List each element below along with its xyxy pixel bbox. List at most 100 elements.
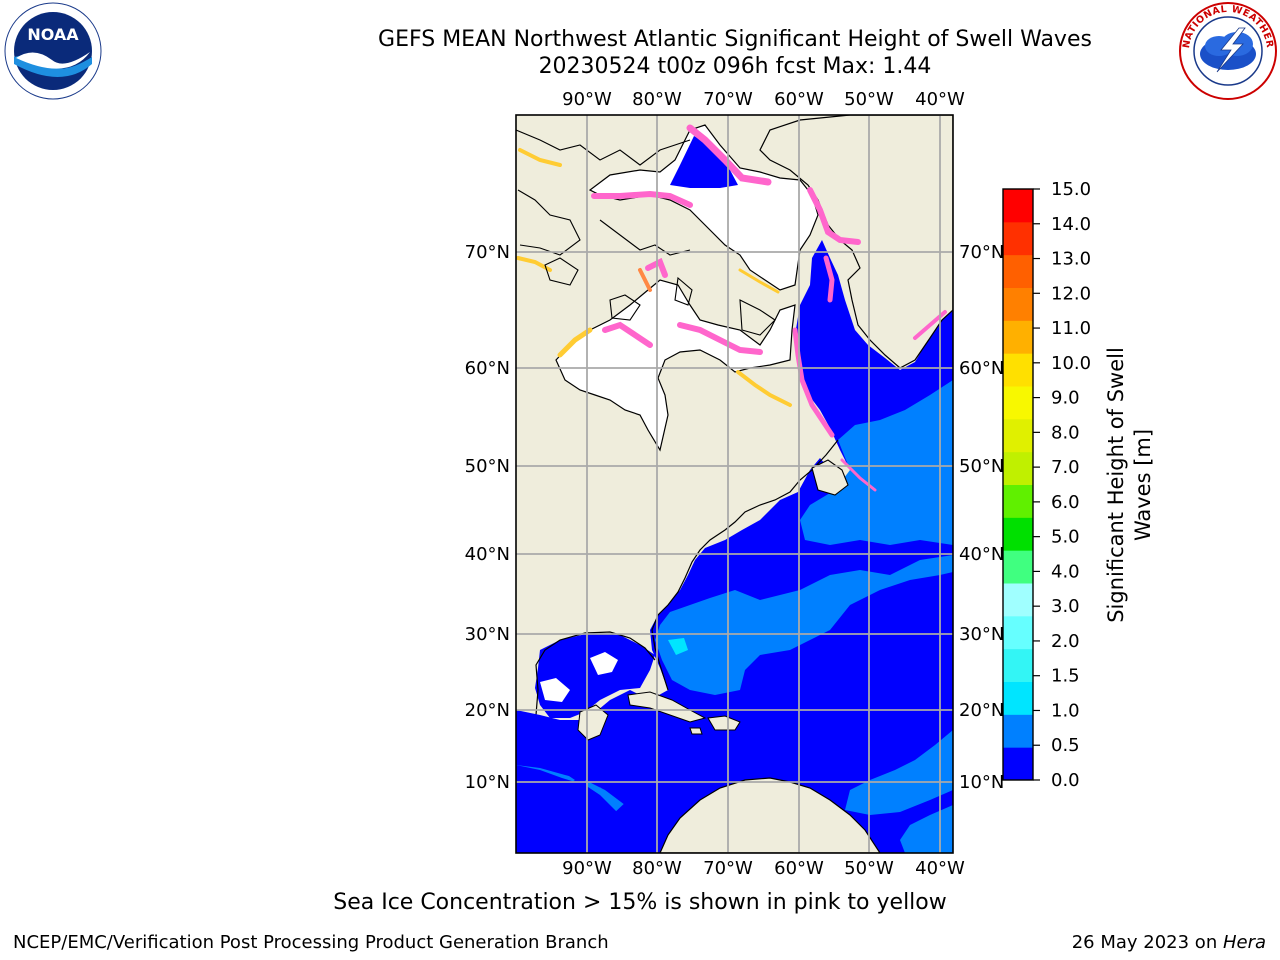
footer-branch: NCEP/EMC/Verification Post Processing Pr… bbox=[13, 932, 609, 953]
sea-ice-note: Sea Ice Concentration > 15% is shown in … bbox=[333, 890, 947, 915]
colorbar-segment bbox=[1003, 418, 1033, 453]
noaa-logo-text: NOAA bbox=[27, 25, 79, 44]
arctic-islands bbox=[516, 129, 776, 336]
lon-label-bottom-60w: 60°W bbox=[774, 858, 824, 879]
lon-label-top-40w: 40°W bbox=[915, 89, 965, 110]
colorbar-tick-label: 11.0 bbox=[1051, 318, 1091, 339]
colorbar-tick-label: 2.0 bbox=[1051, 631, 1080, 652]
lon-label-bottom-40w: 40°W bbox=[915, 858, 965, 879]
colorbar-tick-label: 1.5 bbox=[1051, 666, 1080, 687]
colorbar-tick-label: 0.5 bbox=[1051, 735, 1080, 756]
chart-subtitle: 20230524 t00z 096h fcst Max: 1.44 bbox=[538, 54, 932, 79]
footer-machine: Hera bbox=[1222, 932, 1266, 953]
central-america bbox=[516, 710, 665, 830]
colorbar-tick-label: 0.0 bbox=[1051, 770, 1080, 791]
lat-label-left-60n: 60°N bbox=[465, 358, 510, 379]
lon-label-top-50w: 50°W bbox=[844, 89, 894, 110]
lat-label-right-50n: 50°N bbox=[959, 456, 1004, 477]
lon-label-top-60w: 60°W bbox=[774, 89, 824, 110]
lon-label-bottom-70w: 70°W bbox=[703, 858, 753, 879]
colorbar-segment bbox=[1003, 320, 1033, 354]
colorbar-segment bbox=[1003, 615, 1033, 650]
colorbar-label-line1: Significant Height of Swell bbox=[1104, 347, 1128, 623]
lat-label-left-30n: 30°N bbox=[465, 624, 510, 645]
colorbar-tick-label: 7.0 bbox=[1051, 457, 1080, 478]
colorbar-tick-label: 1.0 bbox=[1051, 700, 1080, 721]
gulf-coast-outline bbox=[529, 631, 656, 736]
nws-logo: NATIONAL WEATHER SERVICE bbox=[1177, 2, 1277, 100]
lat-label-left-10n: 10°N bbox=[465, 772, 510, 793]
map-frame bbox=[515, 114, 954, 854]
atlantic-ocean bbox=[516, 240, 953, 853]
colorbar-tick-label: 3.0 bbox=[1051, 596, 1080, 617]
lon-label-top-90w: 90°W bbox=[562, 89, 612, 110]
swell-zone-south bbox=[845, 730, 953, 815]
jamaica bbox=[689, 727, 703, 735]
colorbar-tick-label: 12.0 bbox=[1051, 283, 1091, 304]
colorbar-segment bbox=[1003, 714, 1033, 748]
colorbar-segment bbox=[1003, 254, 1033, 288]
colorbar-segment bbox=[1003, 386, 1033, 420]
colorbar-segment bbox=[1003, 583, 1033, 617]
lon-label-bottom-90w: 90°W bbox=[562, 858, 612, 879]
colorbar-tick-label: 8.0 bbox=[1051, 422, 1080, 443]
lon-label-bottom-50w: 50°W bbox=[844, 858, 894, 879]
colorbar-segment bbox=[1003, 484, 1033, 518]
lon-label-bottom-80w: 80°W bbox=[632, 858, 682, 879]
colorbar-segment bbox=[1003, 287, 1033, 321]
swell-zone-north bbox=[800, 380, 953, 545]
colorbar-tick-label: 9.0 bbox=[1051, 388, 1080, 409]
gulf-white-patch bbox=[590, 652, 618, 675]
colorbar-tick-label: 6.0 bbox=[1051, 492, 1080, 513]
footer-date: 26 May 2023 on Hera bbox=[1072, 932, 1266, 953]
colorbar-tick-label: 5.0 bbox=[1051, 527, 1080, 548]
lon-label-top-80w: 80°W bbox=[632, 89, 682, 110]
cuba bbox=[627, 691, 707, 723]
newfoundland bbox=[811, 459, 849, 496]
colorbar-frame bbox=[1002, 188, 1034, 781]
colorbar-segment bbox=[1003, 189, 1033, 223]
central-america-land bbox=[516, 765, 655, 853]
lat-label-right-30n: 30°N bbox=[959, 624, 1004, 645]
swell-spot-cyan bbox=[668, 638, 688, 655]
hispaniola bbox=[707, 715, 741, 731]
colorbar-segment bbox=[1003, 550, 1033, 584]
baffin-bay bbox=[588, 124, 819, 291]
colorbar-segment bbox=[1003, 353, 1033, 387]
gulf-white-patch-2 bbox=[540, 678, 570, 702]
yucatan bbox=[577, 704, 609, 741]
footer-date-text: 26 May 2023 on bbox=[1071, 932, 1223, 953]
colorbar-segment bbox=[1003, 451, 1033, 485]
colorbar: 0.0 0.5 1.0 1.5 2.0 3.0 4.0 5.0 6.0 7.0 8.0 9.0 10.0… bbox=[1002, 179, 1091, 791]
colorbar-segment bbox=[1003, 681, 1033, 715]
lat-label-right-10n: 10°N bbox=[959, 772, 1004, 793]
ice-blue-pocket bbox=[670, 136, 738, 188]
colorbar-tick-label: 14.0 bbox=[1051, 214, 1091, 235]
south-america bbox=[659, 777, 881, 853]
lat-label-left-70n: 70°N bbox=[465, 242, 510, 263]
colorbar-tick-label: 15.0 bbox=[1051, 179, 1091, 200]
colorbar-tick-label: 4.0 bbox=[1051, 561, 1080, 582]
hudson-bay bbox=[555, 279, 796, 452]
lon-label-top-70w: 70°W bbox=[703, 89, 753, 110]
colorbar-segment bbox=[1003, 221, 1033, 256]
noaa-logo: NOAA bbox=[4, 2, 102, 100]
colorbar-tick-label: 10.0 bbox=[1051, 353, 1091, 374]
lat-label-right-60n: 60°N bbox=[959, 358, 1004, 379]
lat-label-left-20n: 20°N bbox=[465, 700, 510, 721]
colorbar-segment bbox=[1003, 648, 1033, 682]
map-gridlines bbox=[516, 115, 953, 853]
east-coast-outline bbox=[651, 439, 839, 691]
lat-label-right-70n: 70°N bbox=[959, 242, 1004, 263]
colorbar-segment bbox=[1003, 517, 1033, 551]
lat-label-right-20n: 20°N bbox=[959, 700, 1004, 721]
lat-label-left-40n: 40°N bbox=[465, 544, 510, 565]
chart-title: GEFS MEAN Northwest Atlantic Significant… bbox=[378, 27, 1092, 52]
colorbar-label-line2: Waves [m] bbox=[1131, 429, 1155, 541]
colorbar-tick-label: 13.0 bbox=[1051, 249, 1091, 270]
lat-label-left-50n: 50°N bbox=[465, 456, 510, 477]
lat-label-right-40n: 40°N bbox=[959, 544, 1004, 565]
colorbar-segment bbox=[1003, 747, 1033, 781]
swell-zone-central bbox=[655, 555, 953, 695]
